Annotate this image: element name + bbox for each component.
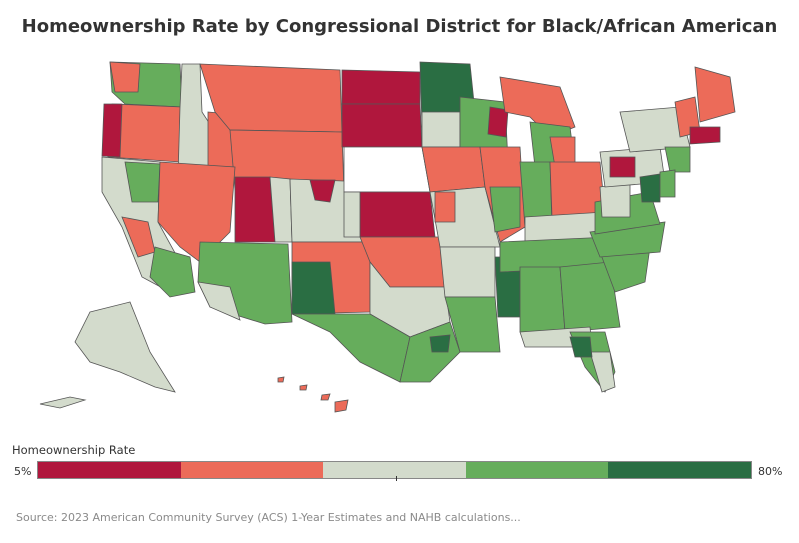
district-region-il-south[interactable] — [489, 186, 521, 233]
district-region-ia[interactable] — [421, 146, 486, 193]
district-region-mo-kc[interactable] — [434, 191, 456, 223]
district-region-ny-city[interactable] — [664, 146, 691, 173]
district-region-wi-milwaukee[interactable] — [487, 106, 509, 138]
district-region-az-south[interactable] — [197, 281, 241, 321]
district-region-or-coast[interactable] — [101, 103, 123, 158]
district-region-az[interactable] — [197, 241, 293, 325]
choropleth-map[interactable] — [30, 52, 770, 432]
legend-min-label: 5% — [14, 465, 32, 478]
district-region-ca-south[interactable] — [149, 246, 196, 298]
district-region-hi-1[interactable] — [334, 399, 349, 413]
district-region-mn-south[interactable] — [421, 111, 461, 148]
legend-midpoint-tick — [396, 476, 397, 481]
district-region-ar[interactable] — [439, 246, 496, 298]
district-region-ks[interactable] — [359, 191, 436, 238]
district-region-ut[interactable] — [234, 176, 276, 243]
district-region-ma[interactable] — [689, 126, 721, 145]
district-region-ca-bay[interactable] — [124, 161, 161, 203]
district-region-co-denver[interactable] — [309, 179, 336, 203]
legend-max-label: 80% — [758, 465, 783, 478]
district-region-fl-tampa[interactable] — [569, 336, 593, 358]
district-region-ga[interactable] — [559, 261, 621, 333]
district-region-sd[interactable] — [341, 103, 423, 148]
district-region-ak[interactable] — [74, 301, 176, 393]
legend-segment-2[interactable] — [180, 462, 324, 478]
district-region-nj-md[interactable] — [639, 173, 661, 203]
district-region-ks-west[interactable] — [343, 191, 361, 238]
district-region-wv[interactable] — [599, 181, 631, 218]
district-region-ak-chain[interactable] — [39, 396, 87, 409]
legend-segment-4[interactable] — [465, 462, 609, 478]
map-title: Homeownership Rate by Congressional Dist… — [21, 16, 778, 37]
district-region-la[interactable] — [444, 296, 501, 353]
color-legend[interactable] — [37, 461, 752, 479]
legend-segment-3[interactable] — [323, 462, 466, 478]
source-note: Source: 2023 American Community Survey (… — [16, 511, 521, 524]
district-region-hi-4[interactable] — [277, 376, 285, 383]
district-region-me[interactable] — [694, 66, 736, 123]
district-region-hi-3[interactable] — [299, 384, 308, 391]
district-region-de[interactable] — [659, 169, 676, 198]
legend-title: Homeownership Rate — [12, 443, 136, 457]
legend-segment-5[interactable] — [608, 462, 751, 478]
district-region-ne[interactable] — [343, 146, 431, 193]
district-region-fl-south[interactable] — [589, 351, 616, 393]
district-region-tx-houston[interactable] — [429, 334, 451, 353]
district-region-wa-west[interactable] — [109, 61, 141, 93]
district-region-hi-2[interactable] — [320, 393, 331, 401]
district-region-nd[interactable] — [341, 69, 421, 105]
district-region-al[interactable] — [519, 266, 566, 333]
district-region-pa-east[interactable] — [609, 156, 636, 178]
district-region-nm-south[interactable] — [291, 261, 336, 315]
legend-segment-1[interactable] — [38, 462, 181, 478]
